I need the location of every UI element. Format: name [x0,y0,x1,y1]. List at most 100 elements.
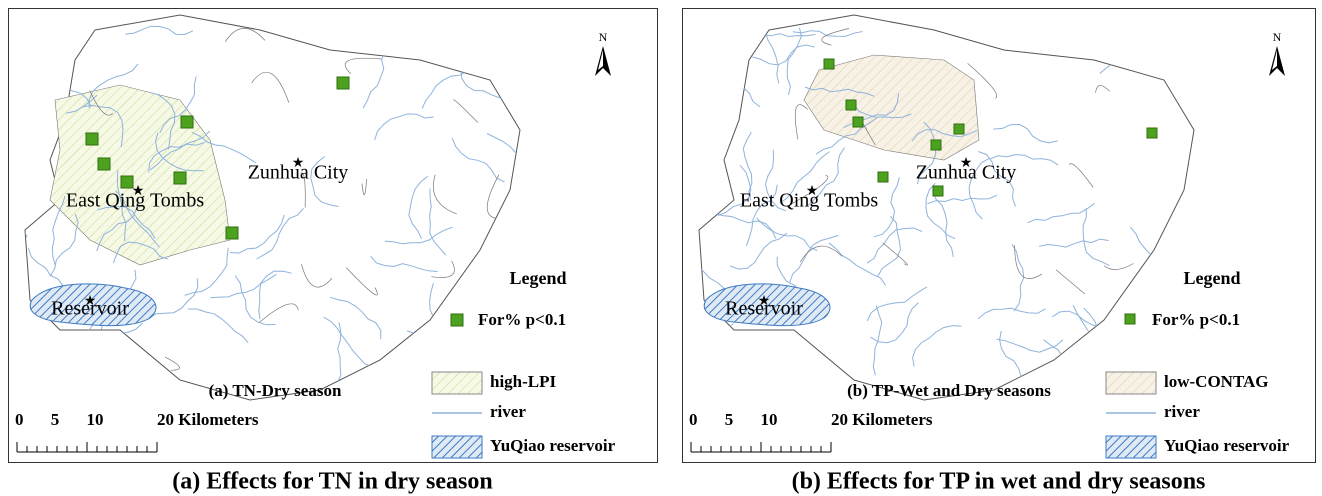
scale-label: 10 [87,410,104,429]
sub-basin [431,260,455,278]
river [742,131,753,201]
river [88,63,139,109]
river [717,165,752,217]
place-label: Reservoir [51,298,129,320]
river [374,113,434,141]
scale-label: 0 [15,410,24,429]
legend-label: river [490,402,526,421]
map-panel: ★Zunhua City★East Qing Tombs★ReservoirNL… [689,14,1290,459]
river [155,132,204,172]
river [780,151,830,204]
legend-title: Legend [1183,268,1240,288]
caption: (a) Effects for TN in dry season [172,469,492,495]
river [912,325,962,367]
river [713,212,777,239]
site-marker [173,171,187,185]
river [989,154,1059,166]
sub-basin [787,174,829,207]
river [942,24,1013,34]
zone [803,54,980,161]
river [1155,41,1194,68]
subtitle: (a) TN-Dry season [209,381,342,400]
river [384,226,453,245]
river [51,195,66,266]
reservoir [29,283,157,327]
sub-basin [224,28,266,42]
river [148,141,205,173]
river [786,27,802,96]
sub-basin [453,99,479,123]
sub-basin [799,245,843,263]
river [730,232,788,270]
river [472,15,520,29]
panel-frame [8,8,658,463]
river [147,278,199,320]
river [752,44,815,66]
river [234,275,276,326]
place-label: East Qing Tombs [740,190,878,212]
place-label: Reservoir [725,298,803,320]
reservoir [703,283,831,327]
river [429,188,446,256]
scale-label: 10 [761,410,778,429]
river [258,270,292,320]
scale-label: 0 [689,410,698,429]
river [968,158,990,220]
river [184,247,229,296]
river [925,182,956,240]
sub-basin [346,267,378,296]
river [996,338,1064,353]
river [872,305,883,376]
site-marker [930,139,942,151]
river [329,296,382,340]
sub-basin [795,104,808,140]
caption: (b) Effects for TP in wet and dry season… [792,469,1206,495]
legend-swatch [431,371,483,395]
river [345,369,403,400]
legend-swatch [431,435,483,459]
site-marker [97,157,111,171]
sub-basin [301,264,333,288]
legend-point-label: For% p<0.1 [478,310,566,329]
sub-basin [486,174,500,219]
site-marker [845,99,857,111]
river [866,227,923,264]
legend-point [1124,313,1136,325]
scale-label: 20 Kilometers [831,410,933,429]
site-marker [1146,127,1158,139]
river [82,104,124,147]
scale-label: 5 [725,410,734,429]
site-marker [225,226,239,240]
river [1027,26,1091,54]
sub-basin [862,123,876,146]
site-marker [85,132,99,146]
river [916,121,937,185]
sub-basin [164,356,180,371]
river [408,175,429,240]
north-arrow-half [1272,50,1277,70]
sub-basin [1103,263,1134,270]
river [150,130,211,171]
sub-basin [1095,85,1110,93]
map-panel: ★Zunhua City★East Qing Tombs★ReservoirNL… [15,14,616,459]
sub-basin [433,174,457,215]
river [148,91,176,150]
legend-label: YuQiao reservoir [1164,436,1290,455]
site-marker [180,115,194,129]
sub-basin [300,172,306,208]
river [191,131,257,164]
site-marker [877,171,889,183]
river [792,30,863,37]
river [828,242,886,286]
legend-point-label: For% p<0.1 [1152,310,1240,329]
river [877,215,902,277]
site-marker [120,175,134,189]
sub-basin [259,303,299,323]
river [927,194,998,205]
star: ★ [758,294,771,309]
river [310,156,339,207]
place-label: East Qing Tombs [66,190,204,212]
sub-basin [344,57,382,74]
river [115,190,160,248]
sub-basin [361,178,368,196]
